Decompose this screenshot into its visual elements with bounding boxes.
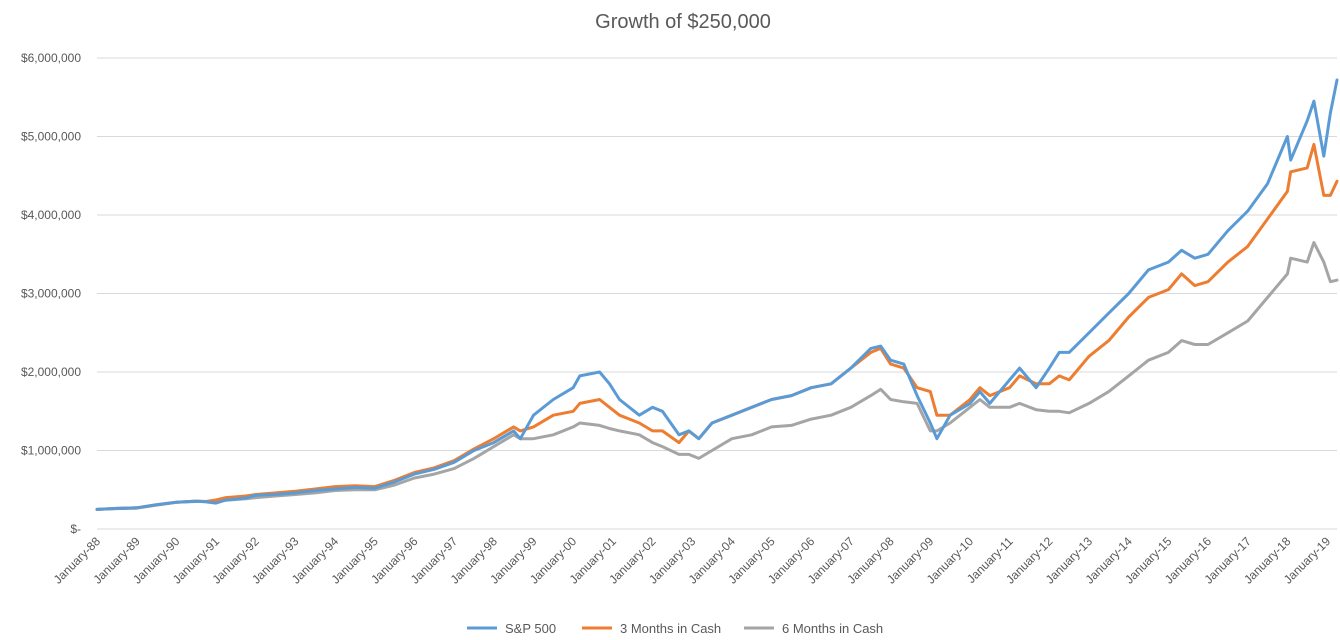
- series-line-0: [95, 78, 1339, 511]
- y-axis-ticks: $- $1,000,000 $2,000,000 $3,000,000 $4,000,0…: [21, 51, 81, 536]
- chart-title: Growth of $250,000: [595, 11, 771, 33]
- x-axis-ticks: January-88January-89January-90January-91…: [51, 534, 1334, 587]
- y-tick-label: $4,000,000: [21, 208, 81, 222]
- series-line-2: [95, 241, 1339, 511]
- y-tick-label: $1,000,000: [21, 444, 81, 458]
- legend-label: 3 Months in Cash: [620, 621, 721, 636]
- legend-label: 6 Months in Cash: [782, 621, 883, 636]
- y-tick-label: $3,000,000: [21, 287, 81, 301]
- legend-label: S&P 500: [505, 621, 556, 636]
- legend: S&P 500 3 Months in Cash 6 Months in Cash: [467, 621, 883, 636]
- gridlines: [97, 57, 1337, 530]
- series-line-1: [95, 142, 1339, 511]
- y-tick-label: $2,000,000: [21, 365, 81, 379]
- y-tick-label: $6,000,000: [21, 51, 81, 65]
- y-tick-label: $5,000,000: [21, 130, 81, 144]
- series-lines: [95, 78, 1339, 511]
- y-tick-label: $-: [70, 522, 81, 536]
